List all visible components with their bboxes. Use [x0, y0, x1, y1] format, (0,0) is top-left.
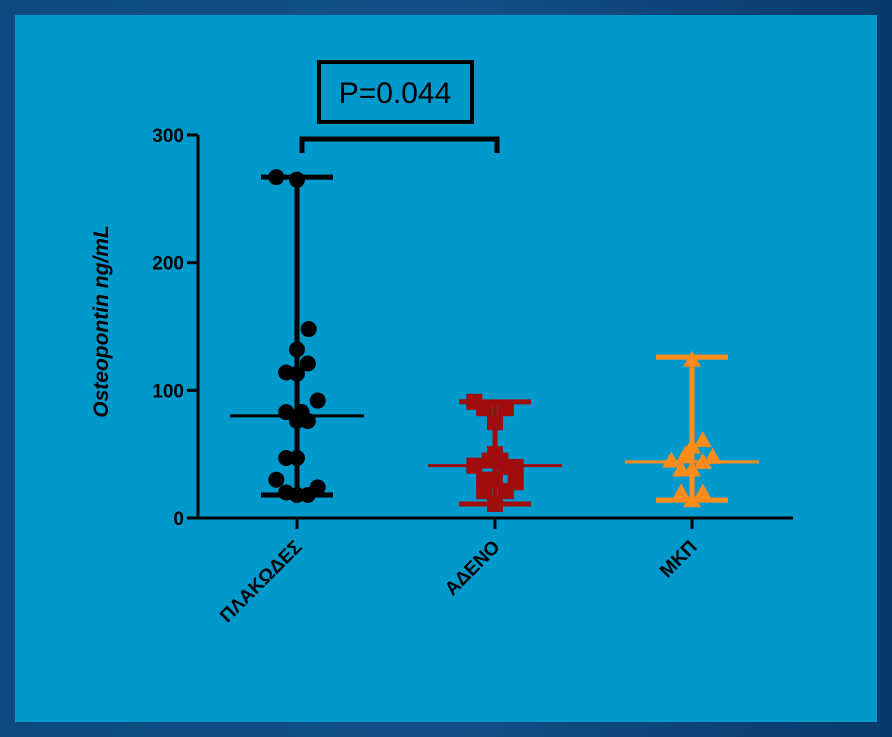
data-point [693, 483, 712, 500]
data-point [299, 487, 316, 504]
data-point [676, 445, 695, 462]
data-point [476, 483, 493, 500]
series-1 [230, 169, 364, 504]
data-point [693, 431, 712, 448]
data-point [309, 392, 326, 409]
data-point [476, 400, 493, 417]
data-point [300, 321, 317, 338]
data-point [268, 471, 285, 488]
x-tick-label: ΠΛΑΚΩΔΕΣ [216, 537, 306, 627]
significance-bracket [299, 136, 500, 153]
chart-marks [230, 169, 759, 512]
axes: 0 100 200 300 Osteopontin ng/mL ΠΛΑΚΩΔΕΣ ΑΔΕΝΟ… [90, 126, 793, 627]
data-point [289, 365, 305, 382]
data-point [497, 483, 514, 500]
data-point [487, 495, 503, 512]
p-value-box [317, 60, 474, 124]
data-point [299, 355, 316, 372]
data-point [672, 483, 691, 500]
chart: 0 100 200 300 Osteopontin ng/mL ΠΛΑΚΩΔΕΣ ΑΔΕΝΟ… [90, 60, 793, 627]
data-point [289, 449, 305, 466]
p-value-label: P=0.044 [339, 77, 452, 110]
data-point [289, 341, 305, 358]
data-point [683, 460, 701, 477]
y-tick-label: 100 [152, 381, 184, 402]
data-point [683, 350, 701, 367]
y-tick-label: 0 [173, 509, 184, 530]
x-tick-label: ΑΔΕΝΟ [441, 537, 504, 600]
y-tick-label: 200 [152, 254, 184, 275]
annotation: P=0.044 [299, 60, 500, 153]
data-point [662, 451, 681, 468]
data-point [487, 414, 503, 431]
series-2 [428, 393, 562, 512]
data-point [268, 169, 285, 186]
chart-panel: 0 100 200 300 Osteopontin ng/mL ΠΛΑΚΩΔΕΣ ΑΔΕΝΟ… [15, 15, 877, 722]
y-axis-label: Osteopontin ng/mL [90, 225, 113, 417]
data-point [703, 447, 722, 464]
data-point [289, 171, 305, 188]
series-3 [625, 350, 759, 508]
data-point [683, 491, 701, 508]
x-tick-label: ΜΚΠ [656, 537, 701, 582]
y-tick-label: 300 [152, 126, 184, 147]
data-point [497, 400, 514, 417]
